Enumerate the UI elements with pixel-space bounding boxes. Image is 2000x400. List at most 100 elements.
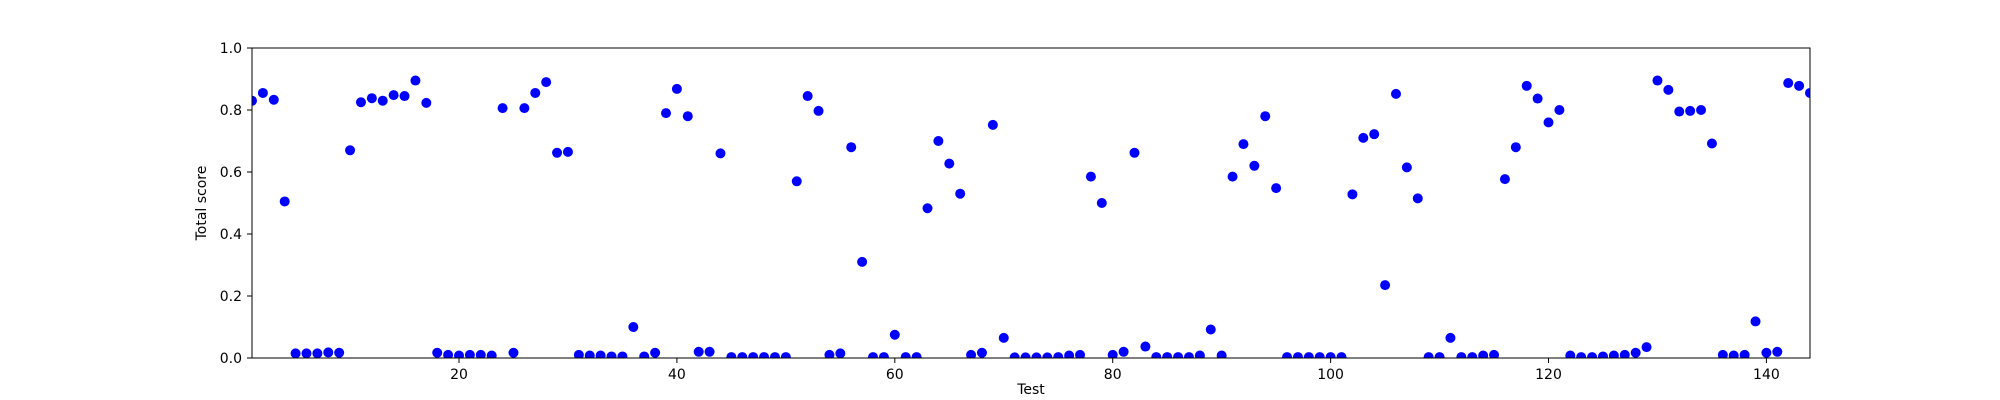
data-point [1107,349,1118,358]
data-point [1663,84,1674,95]
data-point [257,87,268,98]
points-layer [252,75,1810,358]
data-point [802,91,813,102]
data-point [944,158,955,169]
data-point [824,349,835,358]
data-point [693,346,704,357]
data-point [857,256,868,267]
data-point [443,349,454,358]
data-point [355,97,366,108]
data-point [595,350,606,358]
data-point [704,346,715,357]
data-point [312,348,323,358]
data-point [976,347,987,358]
data-point [1031,352,1042,358]
data-point [1499,174,1510,185]
data-point [1173,352,1184,358]
data-point [1706,138,1717,149]
data-point [1794,80,1805,91]
data-point [1630,347,1641,358]
data-point [388,90,399,101]
data-point [769,352,780,358]
y-axis-label: Total score [194,166,210,242]
data-point [366,93,377,104]
data-point [1260,111,1271,122]
data-point [1423,352,1434,358]
data-point [1565,350,1576,358]
data-point [1271,183,1282,194]
data-point [1761,347,1772,358]
data-point [1412,193,1423,204]
data-point [1597,351,1608,358]
data-point [1053,352,1064,358]
data-point [1129,147,1140,158]
data-point [1554,105,1565,115]
data-point [628,322,639,332]
data-point [1347,189,1358,200]
data-point [1075,349,1086,358]
data-point [1587,352,1598,358]
data-point [606,351,617,358]
data-point [541,77,552,88]
data-point [682,111,693,122]
x-tick-label: 140 [1753,367,1780,383]
data-point [584,350,595,358]
data-point [671,83,682,94]
data-point [1717,349,1728,358]
data-point [1510,142,1521,153]
data-point [562,146,573,157]
data-point [1064,350,1075,358]
data-point [1685,105,1696,116]
data-point [922,203,933,214]
data-point [955,188,966,199]
data-point [780,352,791,358]
data-point [1805,87,1810,98]
data-point [1085,171,1096,182]
data-point [1445,332,1456,343]
data-point [1096,198,1107,208]
data-point [1140,341,1151,352]
data-point [998,332,1009,343]
data-point [1238,139,1249,150]
data-point [1151,352,1162,358]
data-point [1162,352,1173,358]
data-point [530,87,541,98]
data-point [715,148,726,159]
data-point [868,352,879,358]
x-tick-label: 40 [668,367,686,383]
data-point [421,97,432,108]
data-point [345,145,356,156]
data-point [900,352,911,358]
data-point [1434,352,1445,358]
y-tick-label: 0.4 [220,227,242,243]
data-point [519,103,530,114]
data-point [1249,160,1260,171]
data-point [617,351,628,358]
data-point [432,347,443,358]
data-point [911,352,922,358]
data-point [748,352,759,358]
x-axis: 20 40 60 80 100 120 140 [450,358,1780,383]
data-point [475,349,486,358]
data-point [1042,352,1053,358]
data-point [1739,349,1750,358]
data-point [966,349,977,358]
data-point [1183,352,1194,358]
data-point [1292,352,1303,358]
y-tick-label: 1.0 [220,41,242,57]
data-point [1576,352,1587,358]
data-point [987,119,998,130]
y-axis: 0.0 0.2 0.4 0.6 0.8 1.0 [220,41,252,367]
data-point [552,147,563,158]
data-point [1358,132,1369,143]
data-point [726,352,737,358]
data-point [650,347,661,358]
data-point [1216,350,1227,358]
data-point [1303,352,1314,358]
data-point [1619,349,1630,358]
data-point [290,348,301,358]
data-point [1380,280,1391,291]
data-point [454,350,465,358]
data-point [1608,350,1619,358]
